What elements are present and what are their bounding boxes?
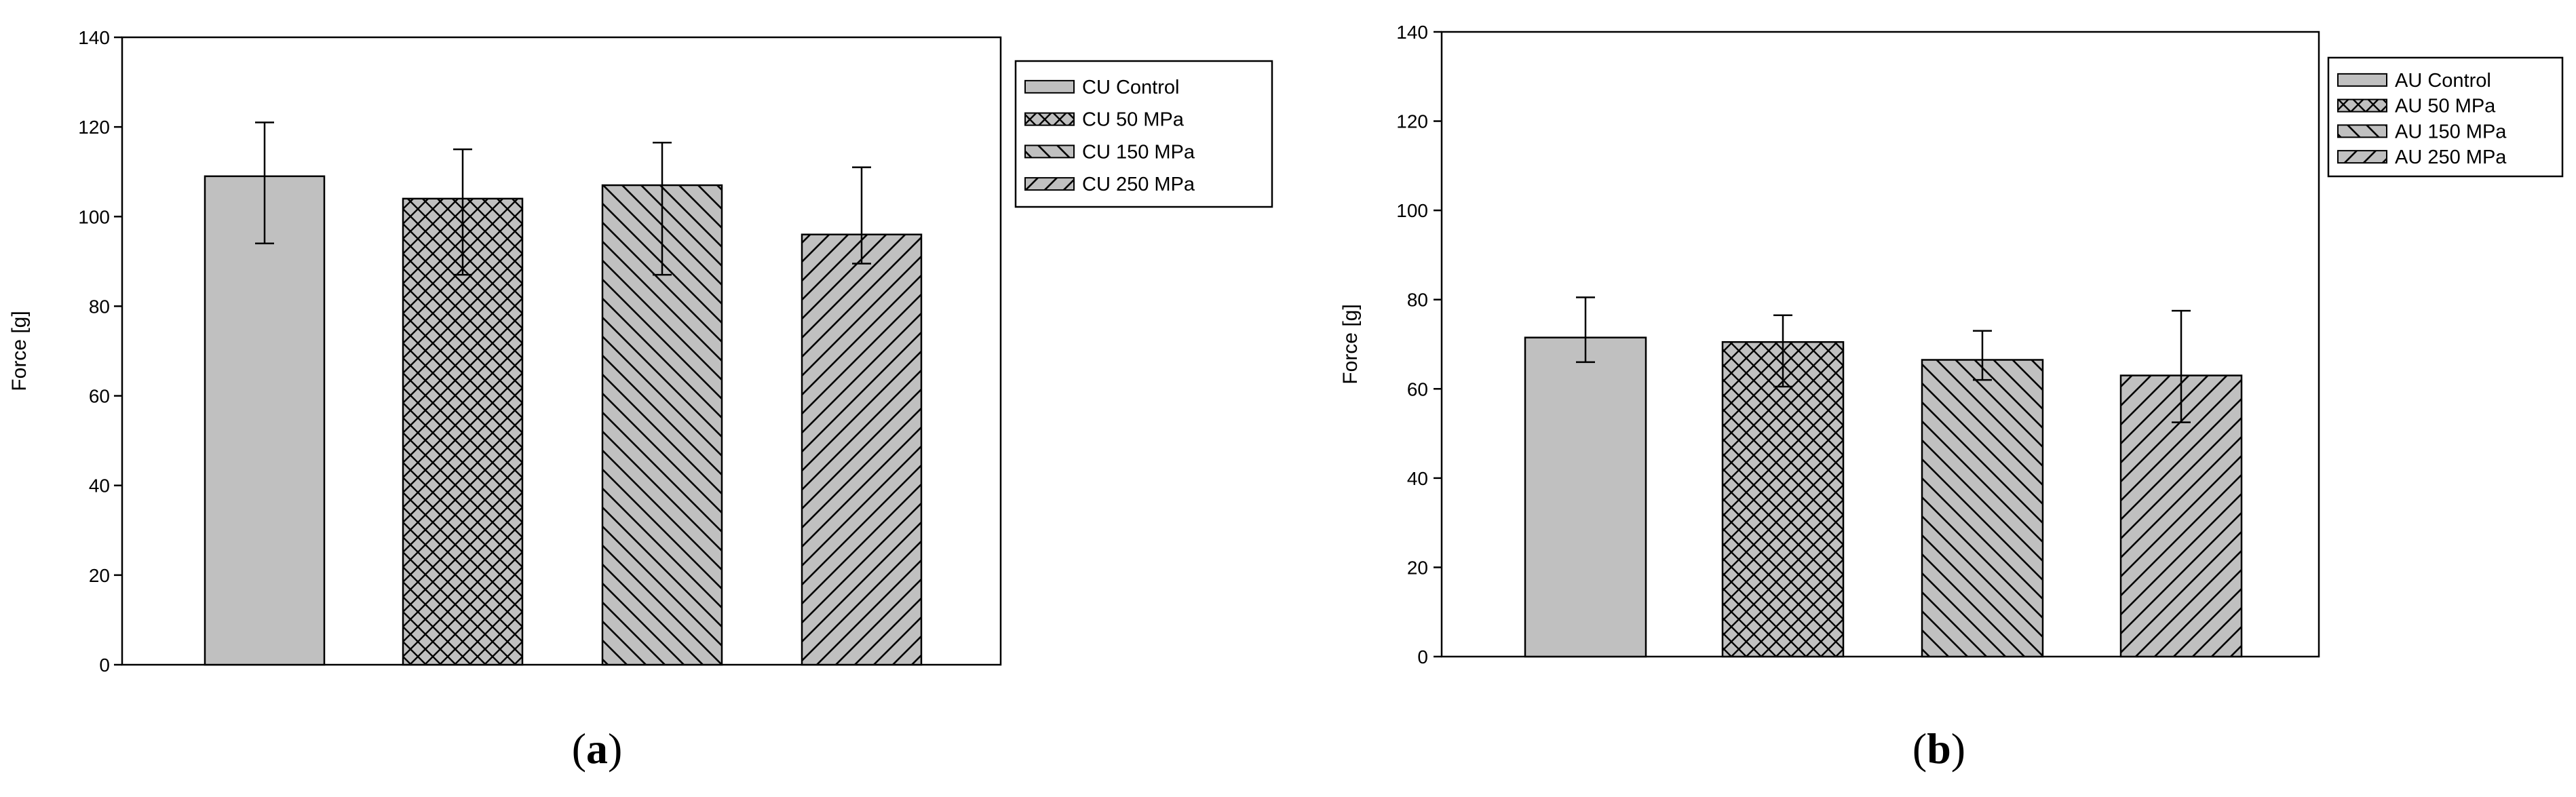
y-tick-label: 140: [1396, 22, 1428, 43]
plot-frame: [121, 36, 1002, 666]
legend-swatch: [1024, 177, 1075, 191]
legend-swatch: [1024, 144, 1075, 159]
legend-label: CU Control: [1082, 77, 1179, 98]
legend: AU Control AU 50 MPa AU 150 MPa AU 250 MPa: [2327, 56, 2564, 178]
y-tick-label: 100: [78, 206, 110, 227]
bar: [801, 233, 923, 666]
y-tick-label: 0: [99, 655, 110, 676]
panel-caption: (b): [1912, 724, 1965, 773]
y-tick-label: 140: [78, 27, 110, 48]
legend-swatch: [2337, 73, 2387, 87]
caption-paren-open: (: [1912, 724, 1927, 773]
y-tick-label: 80: [1407, 290, 1428, 311]
legend-label: CU 150 MPa: [1082, 141, 1195, 163]
panel-label: a: [586, 724, 608, 773]
legend-label: AU Control: [2395, 70, 2491, 92]
panel-caption: (a): [572, 724, 623, 773]
plot-frame: [1440, 31, 2320, 658]
y-tick-label: 20: [89, 565, 110, 586]
y-axis-label: Force [g]: [8, 311, 31, 391]
legend-label: AU 150 MPa: [2395, 121, 2507, 142]
y-tick-label: 0: [1417, 646, 1428, 667]
legend-swatch: [1024, 79, 1075, 94]
legend-swatch: [2337, 150, 2387, 164]
caption-paren-close: ): [1951, 724, 1965, 773]
caption-paren-open: (: [572, 724, 586, 773]
y-axis-label: Force [g]: [1339, 304, 1362, 384]
y-tick-label: 60: [89, 386, 110, 407]
legend-swatch: [1024, 112, 1075, 126]
y-tick-label: 40: [1407, 468, 1428, 489]
bar: [204, 175, 326, 666]
bar: [1921, 359, 2044, 658]
legend-label: AU 50 MPa: [2395, 96, 2496, 117]
bar: [402, 197, 524, 666]
legend-label: AU 250 MPa: [2395, 147, 2507, 168]
y-tick-label: 120: [78, 117, 110, 138]
y-tick-label: 120: [1396, 111, 1428, 132]
legend-swatch: [2337, 124, 2387, 138]
caption-paren-close: ): [608, 724, 622, 773]
bar: [1721, 341, 1845, 658]
panel-label: b: [1927, 724, 1951, 773]
bar: [1524, 336, 1647, 658]
legend-label: CU 250 MPa: [1082, 174, 1195, 195]
legend: CU Control CU 50 MPa CU 150 MPa CU 250 MPa: [1014, 60, 1273, 208]
legend-swatch: [2337, 98, 2387, 113]
y-tick-label: 80: [89, 296, 110, 317]
y-tick-label: 100: [1396, 200, 1428, 221]
y-tick-label: 20: [1407, 557, 1428, 578]
y-tick-label: 40: [89, 475, 110, 497]
legend-label: CU 50 MPa: [1082, 109, 1185, 131]
y-tick-label: 60: [1407, 378, 1428, 400]
